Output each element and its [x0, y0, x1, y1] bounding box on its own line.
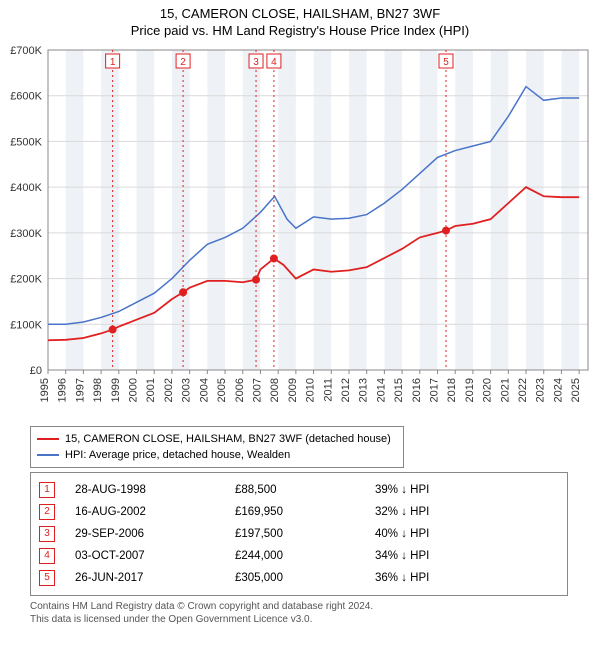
- svg-text:2018: 2018: [446, 378, 458, 402]
- title-main: 15, CAMERON CLOSE, HAILSHAM, BN27 3WF: [4, 6, 596, 21]
- svg-text:1: 1: [110, 57, 116, 68]
- sale-number: 5: [39, 570, 55, 586]
- svg-text:2004: 2004: [198, 378, 210, 402]
- footnote: Contains HM Land Registry data © Crown c…: [30, 600, 590, 626]
- svg-text:2008: 2008: [269, 378, 281, 402]
- legend: 15, CAMERON CLOSE, HAILSHAM, BN27 3WF (d…: [30, 426, 404, 468]
- svg-text:1995: 1995: [39, 378, 51, 402]
- svg-text:2007: 2007: [251, 378, 263, 402]
- svg-text:2003: 2003: [181, 378, 193, 402]
- svg-text:£100K: £100K: [10, 319, 42, 331]
- sale-diff: 39% ↓ HPI: [375, 484, 495, 496]
- svg-text:2022: 2022: [517, 378, 529, 402]
- svg-text:2000: 2000: [128, 378, 140, 402]
- sale-number: 4: [39, 548, 55, 564]
- svg-text:2017: 2017: [429, 378, 441, 402]
- svg-text:£700K: £700K: [10, 45, 42, 57]
- sale-number: 1: [39, 482, 55, 498]
- svg-text:£400K: £400K: [10, 182, 42, 194]
- sale-price: £88,500: [235, 484, 375, 496]
- sale-date: 28-AUG-1998: [75, 484, 235, 496]
- svg-text:2016: 2016: [411, 378, 423, 402]
- svg-text:2023: 2023: [535, 378, 547, 402]
- sale-diff: 34% ↓ HPI: [375, 550, 495, 562]
- sale-price: £305,000: [235, 572, 375, 584]
- chart-svg: £0 £100K £200K £300K £400K £500K £600K £700K 199…: [0, 40, 600, 420]
- svg-text:1997: 1997: [74, 378, 86, 402]
- svg-text:2021: 2021: [499, 378, 511, 402]
- svg-text:2005: 2005: [216, 378, 228, 402]
- svg-text:2015: 2015: [393, 378, 405, 402]
- svg-text:£600K: £600K: [10, 91, 42, 103]
- svg-text:2014: 2014: [375, 378, 387, 402]
- sale-number: 2: [39, 504, 55, 520]
- footnote-line: Contains HM Land Registry data © Crown c…: [30, 600, 590, 613]
- svg-text:2019: 2019: [464, 378, 476, 402]
- svg-text:4: 4: [271, 57, 277, 68]
- sale-date: 16-AUG-2002: [75, 506, 235, 518]
- svg-text:2006: 2006: [234, 378, 246, 402]
- svg-text:1998: 1998: [92, 378, 104, 402]
- svg-text:£0: £0: [30, 365, 42, 377]
- sales-row: 2 16-AUG-2002 £169,950 32% ↓ HPI: [39, 501, 559, 523]
- svg-text:2011: 2011: [322, 378, 334, 402]
- sale-date: 26-JUN-2017: [75, 572, 235, 584]
- sales-row: 5 26-JUN-2017 £305,000 36% ↓ HPI: [39, 567, 559, 589]
- chart: £0 £100K £200K £300K £400K £500K £600K £700K 199…: [0, 40, 600, 420]
- sale-date: 03-OCT-2007: [75, 550, 235, 562]
- svg-text:2013: 2013: [358, 378, 370, 402]
- svg-text:5: 5: [443, 57, 449, 68]
- svg-text:2025: 2025: [570, 378, 582, 402]
- svg-text:£200K: £200K: [10, 274, 42, 286]
- svg-text:2020: 2020: [482, 378, 494, 402]
- sale-date: 29-SEP-2006: [75, 528, 235, 540]
- sales-row: 1 28-AUG-1998 £88,500 39% ↓ HPI: [39, 479, 559, 501]
- legend-swatch: [37, 454, 59, 456]
- sale-diff: 32% ↓ HPI: [375, 506, 495, 518]
- sales-row: 3 29-SEP-2006 £197,500 40% ↓ HPI: [39, 523, 559, 545]
- svg-text:2: 2: [180, 57, 186, 68]
- legend-label: HPI: Average price, detached house, Weal…: [65, 449, 290, 461]
- titles: 15, CAMERON CLOSE, HAILSHAM, BN27 3WF Pr…: [0, 0, 600, 40]
- sale-diff: 40% ↓ HPI: [375, 528, 495, 540]
- sales-table: 1 28-AUG-1998 £88,500 39% ↓ HPI 2 16-AUG…: [30, 472, 568, 596]
- footnote-line: This data is licensed under the Open Gov…: [30, 613, 590, 626]
- sale-price: £244,000: [235, 550, 375, 562]
- legend-label: 15, CAMERON CLOSE, HAILSHAM, BN27 3WF (d…: [65, 433, 391, 445]
- svg-text:2009: 2009: [287, 378, 299, 402]
- svg-text:£500K: £500K: [10, 136, 42, 148]
- legend-swatch: [37, 438, 59, 440]
- sale-diff: 36% ↓ HPI: [375, 572, 495, 584]
- svg-text:2010: 2010: [305, 378, 317, 402]
- svg-text:2001: 2001: [145, 378, 157, 402]
- legend-row: HPI: Average price, detached house, Weal…: [37, 447, 397, 463]
- sales-row: 4 03-OCT-2007 £244,000 34% ↓ HPI: [39, 545, 559, 567]
- svg-text:2012: 2012: [340, 378, 352, 402]
- title-sub: Price paid vs. HM Land Registry's House …: [4, 23, 596, 38]
- svg-text:1999: 1999: [110, 378, 122, 402]
- legend-row: 15, CAMERON CLOSE, HAILSHAM, BN27 3WF (d…: [37, 431, 397, 447]
- svg-text:2002: 2002: [163, 378, 175, 402]
- sale-price: £169,950: [235, 506, 375, 518]
- sale-price: £197,500: [235, 528, 375, 540]
- svg-text:2024: 2024: [552, 378, 564, 402]
- svg-text:£300K: £300K: [10, 228, 42, 240]
- svg-text:1996: 1996: [57, 378, 69, 402]
- page-container: 15, CAMERON CLOSE, HAILSHAM, BN27 3WF Pr…: [0, 0, 600, 626]
- svg-text:3: 3: [253, 57, 259, 68]
- sale-number: 3: [39, 526, 55, 542]
